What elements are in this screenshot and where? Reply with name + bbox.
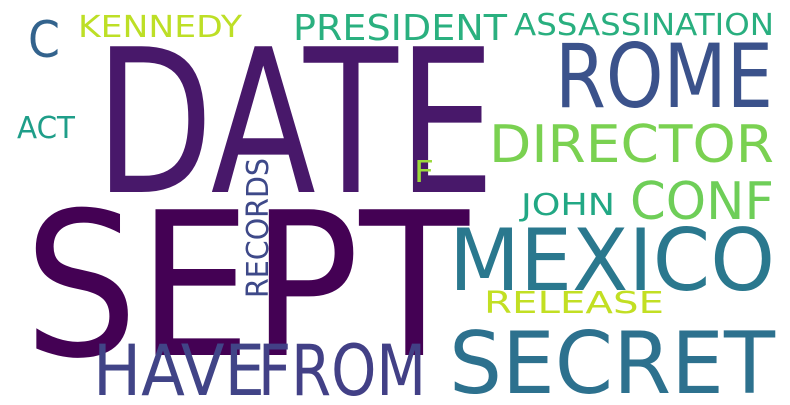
word-kennedy: KENNEDY: [78, 10, 243, 45]
word-sept: SEPT: [24, 170, 470, 403]
word-act: ACT: [17, 111, 76, 146]
word-mexico: MEXICO: [449, 211, 775, 311]
word-release: RELEASE: [484, 286, 664, 321]
word-assassination: ASSASSINATION: [514, 8, 774, 43]
word-c: C: [28, 11, 60, 69]
word-records: RECORDS: [241, 158, 276, 298]
word-have: HAVE: [93, 330, 265, 405]
word-john: JOHN: [519, 188, 615, 223]
word-from: FROM: [258, 330, 426, 405]
word-president: PRESIDENT: [293, 8, 508, 49]
word-secret: SECRET: [449, 314, 775, 405]
word-conf: CONF: [630, 172, 774, 232]
word-f: F: [414, 155, 434, 190]
word-director: DIRECTOR: [489, 115, 774, 175]
word-rome: ROME: [555, 25, 773, 128]
word-date: DATE: [95, 7, 495, 240]
